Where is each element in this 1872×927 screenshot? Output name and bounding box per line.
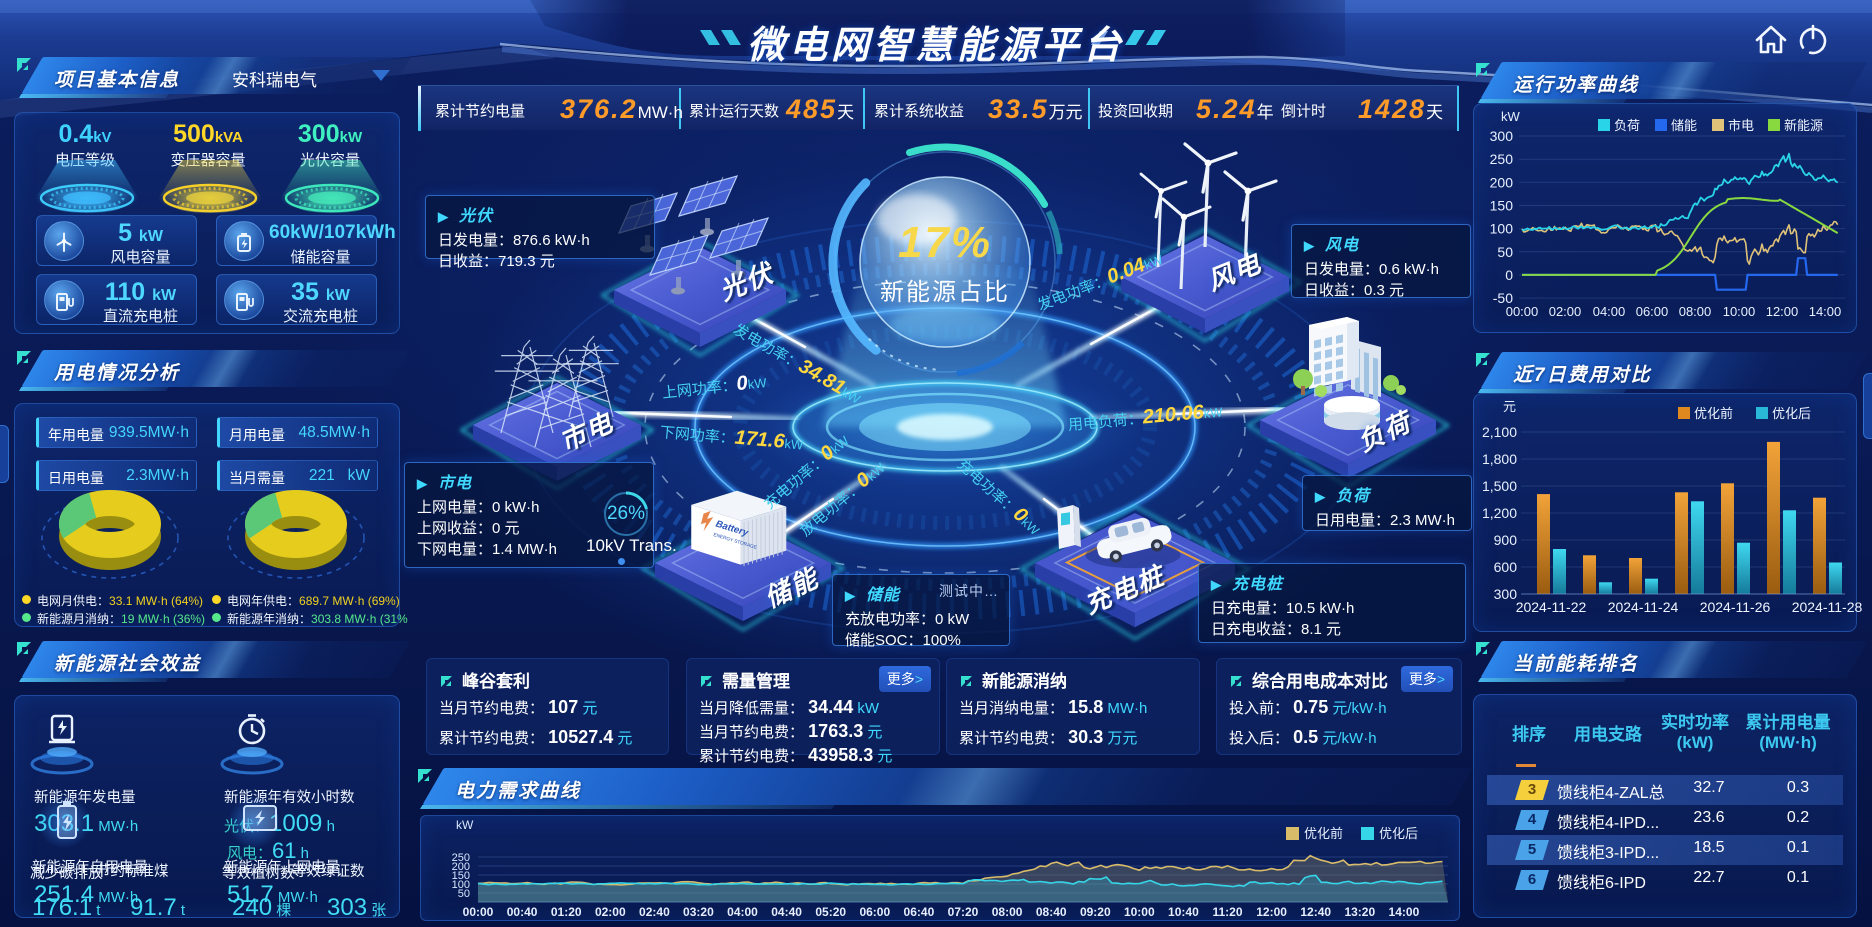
svg-text:100: 100 — [1490, 221, 1514, 237]
svg-text:06:00: 06:00 — [1636, 304, 1669, 319]
svg-text:-50: -50 — [1493, 290, 1513, 306]
svg-text:0: 0 — [1505, 267, 1513, 283]
svg-text:150: 150 — [1490, 198, 1514, 214]
svg-text:新能源: 新能源 — [1784, 118, 1823, 133]
svg-text:900: 900 — [1494, 532, 1518, 548]
svg-text:04:00: 04:00 — [1593, 304, 1626, 319]
svg-text:04:00: 04:00 — [727, 905, 758, 919]
svg-text:10:00: 10:00 — [1124, 905, 1155, 919]
svg-text:08:40: 08:40 — [1036, 905, 1067, 919]
svg-text:14:00: 14:00 — [1809, 304, 1842, 319]
svg-text:250: 250 — [1490, 151, 1514, 167]
svg-text:300: 300 — [1490, 128, 1514, 144]
svg-text:2024-11-24: 2024-11-24 — [1608, 599, 1679, 615]
svg-text:2024-11-26: 2024-11-26 — [1700, 599, 1771, 615]
svg-text:250: 250 — [452, 852, 470, 864]
svg-text:新能源占比: 新能源占比 — [880, 279, 1010, 306]
svg-text:优化后: 优化后 — [1379, 826, 1418, 841]
svg-text:1,200: 1,200 — [1482, 505, 1517, 521]
svg-text:06:40: 06:40 — [904, 905, 935, 919]
svg-text:600: 600 — [1494, 559, 1518, 575]
svg-text:100: 100 — [452, 879, 470, 891]
svg-text:12:00: 12:00 — [1766, 304, 1799, 319]
svg-text:200: 200 — [452, 861, 470, 873]
svg-text:13:20: 13:20 — [1344, 905, 1375, 919]
svg-text:08:00: 08:00 — [992, 905, 1023, 919]
svg-text:负荷: 负荷 — [1614, 118, 1640, 133]
svg-text:06:00: 06:00 — [859, 905, 890, 919]
svg-text:优化前: 优化前 — [1694, 406, 1733, 421]
svg-text:kW: kW — [456, 818, 474, 832]
svg-text:2,100: 2,100 — [1482, 424, 1517, 440]
svg-text:优化前: 优化前 — [1304, 826, 1343, 841]
svg-text:00:00: 00:00 — [1506, 304, 1539, 319]
svg-text:储能: 储能 — [1671, 118, 1697, 133]
svg-text:市电: 市电 — [1728, 118, 1754, 133]
svg-text:17%: 17% — [898, 218, 992, 267]
svg-text:2024-11-22: 2024-11-22 — [1516, 599, 1587, 615]
svg-text:元: 元 — [1503, 399, 1516, 414]
svg-text:2024-11-28: 2024-11-28 — [1792, 599, 1863, 615]
svg-text:300: 300 — [1494, 586, 1518, 602]
svg-text:00:40: 00:40 — [507, 905, 538, 919]
svg-text:01:20: 01:20 — [551, 905, 582, 919]
svg-text:08:00: 08:00 — [1679, 304, 1712, 319]
svg-text:1,500: 1,500 — [1482, 478, 1517, 494]
svg-text:200: 200 — [1490, 174, 1514, 190]
svg-text:03:20: 03:20 — [683, 905, 714, 919]
svg-text:05:20: 05:20 — [815, 905, 846, 919]
svg-text:02:00: 02:00 — [595, 905, 626, 919]
svg-text:02:00: 02:00 — [1549, 304, 1582, 319]
svg-text:10:00: 10:00 — [1723, 304, 1756, 319]
svg-text:12:40: 12:40 — [1300, 905, 1331, 919]
svg-text:00:00: 00:00 — [463, 905, 494, 919]
svg-text:11:20: 11:20 — [1212, 905, 1242, 919]
svg-text:50: 50 — [458, 888, 470, 900]
svg-text:12:00: 12:00 — [1256, 905, 1287, 919]
svg-text:04:40: 04:40 — [771, 905, 802, 919]
svg-text:优化后: 优化后 — [1772, 406, 1811, 421]
svg-text:kW: kW — [1501, 109, 1521, 124]
svg-text:50: 50 — [1497, 244, 1513, 260]
svg-text:10:40: 10:40 — [1168, 905, 1199, 919]
svg-text:02:40: 02:40 — [639, 905, 670, 919]
svg-text:150: 150 — [452, 870, 470, 882]
svg-text:07:20: 07:20 — [948, 905, 979, 919]
svg-text:14:00: 14:00 — [1389, 905, 1420, 919]
svg-text:1,800: 1,800 — [1482, 451, 1517, 467]
svg-text:09:20: 09:20 — [1080, 905, 1111, 919]
